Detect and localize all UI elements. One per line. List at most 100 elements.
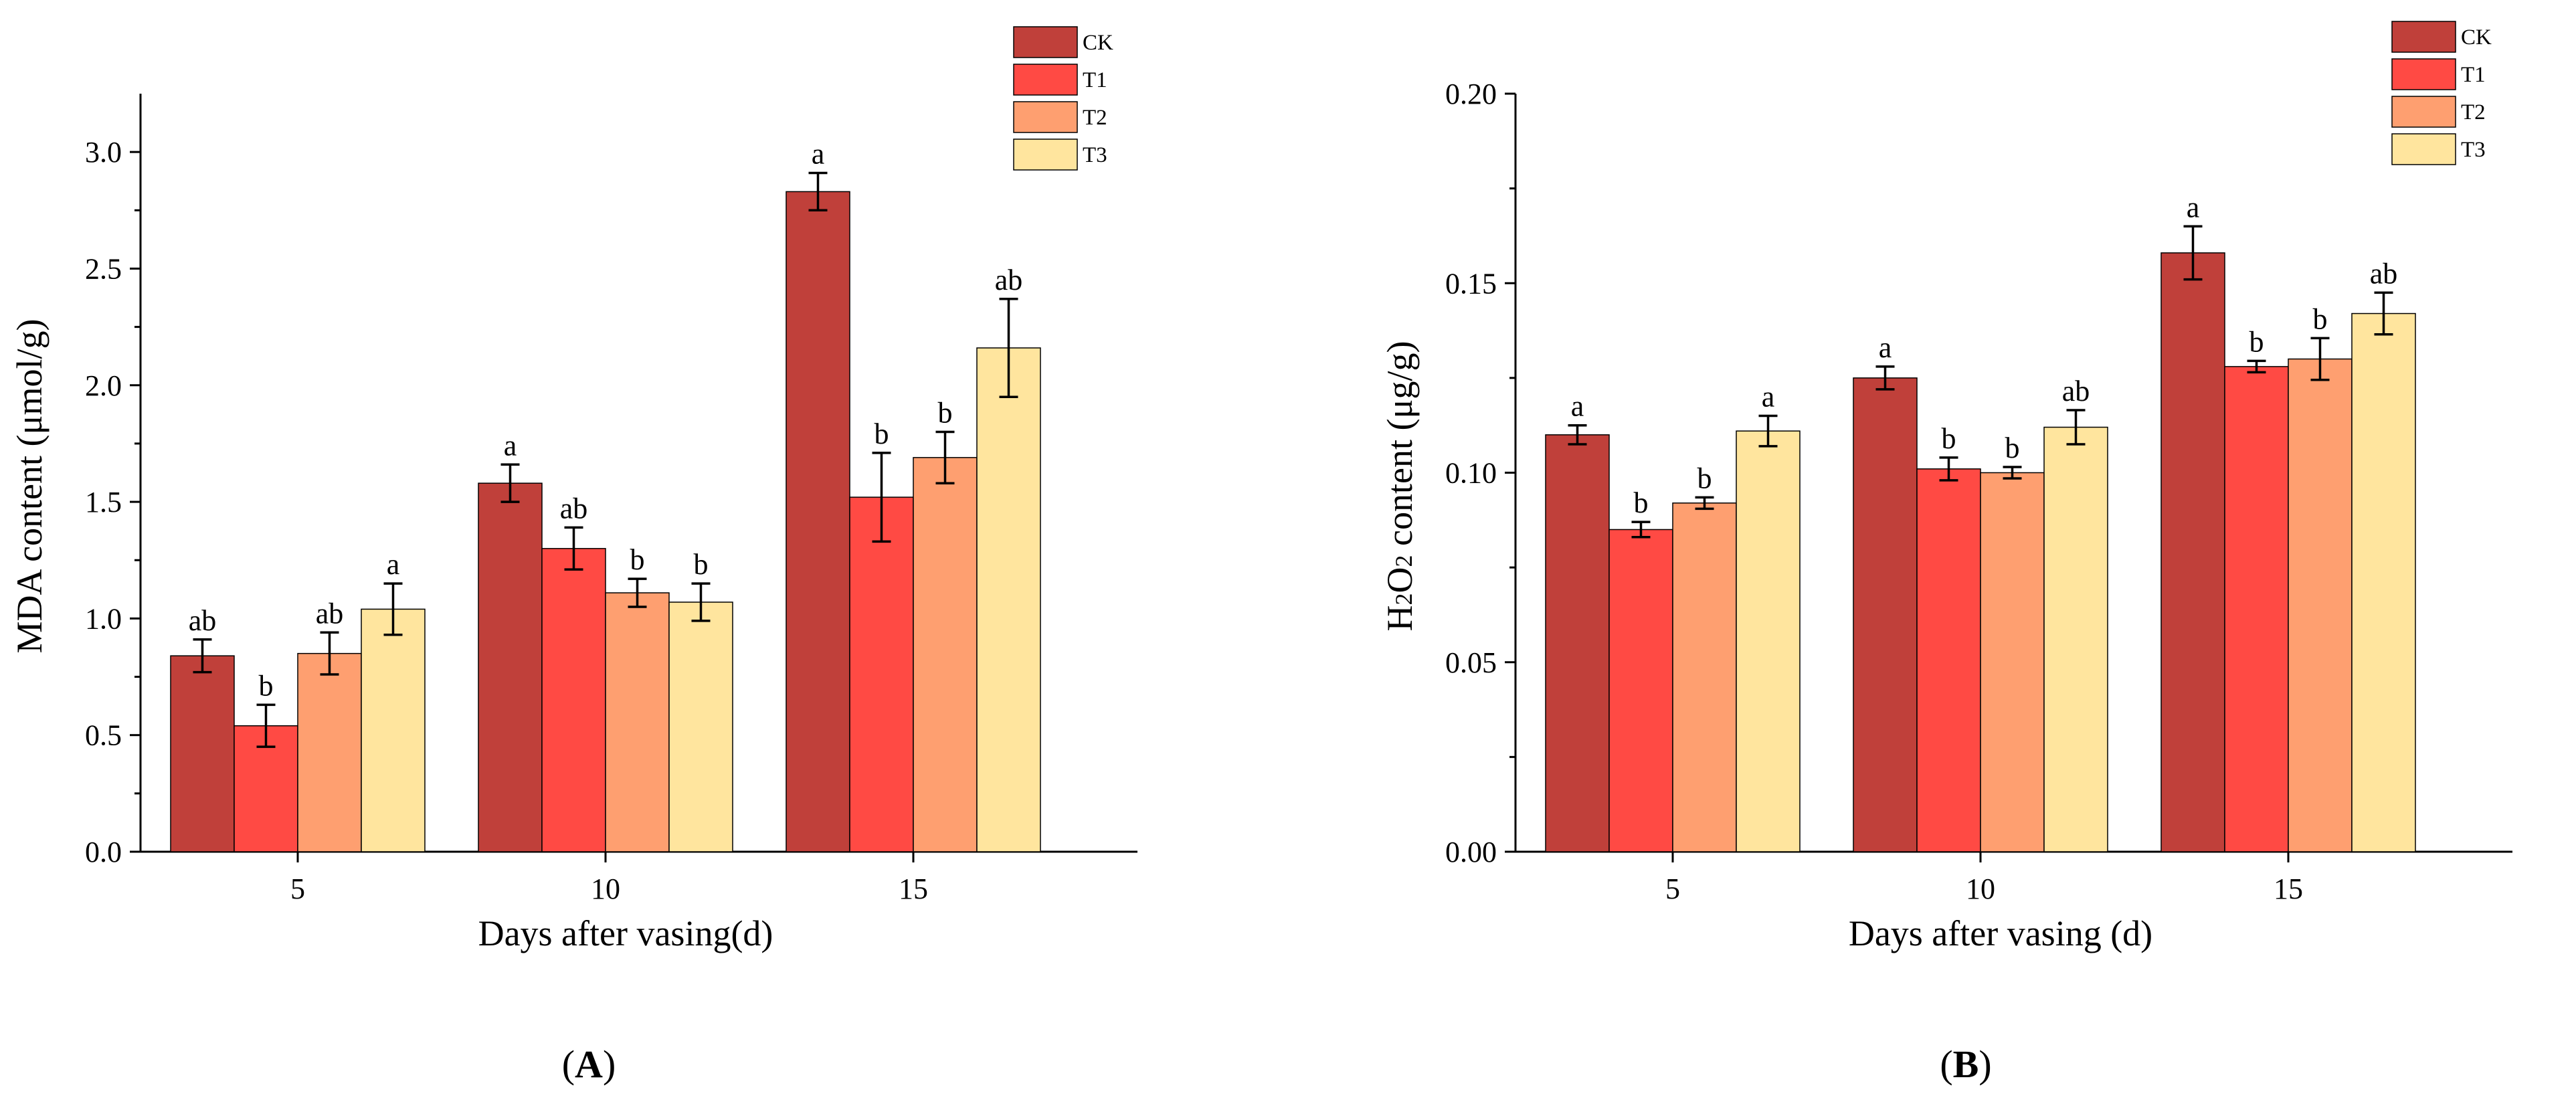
bar-ck xyxy=(478,482,543,852)
y-tick-label: 0.05 xyxy=(1445,646,1497,679)
x-tick-label: 15 xyxy=(899,872,928,905)
bar-t1 xyxy=(541,548,606,852)
x-axis-label: Days after vasing (d) xyxy=(1849,913,2152,953)
y-tick-label: 0.15 xyxy=(1445,267,1497,300)
significance-letter: b xyxy=(2249,325,2264,358)
panel-label-letter: A xyxy=(575,1042,603,1086)
y-label-subscript: 2 xyxy=(1390,593,1417,605)
x-tick-label: 5 xyxy=(1665,872,1680,905)
significance-letter: b xyxy=(1697,462,1712,494)
significance-letter: a xyxy=(387,548,400,581)
significance-letter: a xyxy=(2187,191,2200,223)
significance-letter: a xyxy=(1762,381,1775,413)
significance-letter: a xyxy=(504,429,517,462)
y-label-part: H xyxy=(1380,605,1420,631)
significance-letter: b xyxy=(630,543,645,576)
legend: CK T1 T2 T3 xyxy=(2391,21,2492,165)
significance-letter: a xyxy=(1879,331,1892,364)
bar-t3 xyxy=(1736,430,1801,852)
panel-label: (B) xyxy=(1940,1042,1991,1086)
bar-t2 xyxy=(297,652,362,852)
significance-letter: ab xyxy=(2370,257,2398,290)
significance-letter: b xyxy=(694,548,709,581)
significance-letter: a xyxy=(1571,390,1584,423)
significance-letter: ab xyxy=(995,264,1023,296)
y-tick-label: 0.0 xyxy=(85,836,122,868)
x-tick-label: 5 xyxy=(290,872,305,905)
legend-label-t1: T1 xyxy=(1083,68,1107,92)
significance-letter: b xyxy=(2313,302,2328,335)
bar-t3 xyxy=(668,601,733,852)
legend-swatch-t1 xyxy=(2391,58,2456,90)
legend-swatch-t2 xyxy=(1013,101,1078,133)
bar-ck xyxy=(2160,252,2225,852)
panel-label: (A) xyxy=(562,1042,616,1086)
y-tick-label: 0.5 xyxy=(85,719,122,752)
bar-t3 xyxy=(976,347,1041,852)
legend-label-t1: T1 xyxy=(2461,63,2486,87)
significance-letter: b xyxy=(259,669,274,702)
y-axis-label: H2O2 content (μg/g) xyxy=(1380,341,1420,632)
legend-swatch-t3 xyxy=(2391,133,2456,165)
significance-letter: b xyxy=(875,417,889,450)
bar-t2 xyxy=(605,592,670,852)
legend-swatch-ck xyxy=(1013,26,1078,58)
bar-ck xyxy=(1545,434,1610,852)
y-label-subscript: 2 xyxy=(1390,555,1417,567)
significance-letter: ab xyxy=(2062,375,2090,407)
panel-label-open: ( xyxy=(1940,1042,1952,1086)
bar-ck xyxy=(1853,377,1918,852)
significance-letter: ab xyxy=(316,597,344,630)
y-axis-label: MDA content (μmol/g) xyxy=(9,319,50,654)
x-tick-label: 10 xyxy=(591,872,620,905)
significance-letter: ab xyxy=(560,492,588,525)
legend-label-t3: T3 xyxy=(2461,138,2486,162)
bar-t1 xyxy=(1916,468,1981,852)
legend-label-t3: T3 xyxy=(1083,143,1107,167)
bar-t1 xyxy=(2224,366,2289,852)
legend-label-t2: T2 xyxy=(2461,100,2486,124)
y-tick-label: 0.10 xyxy=(1445,457,1497,490)
bar-ck xyxy=(170,655,235,852)
bar-t2 xyxy=(913,457,978,852)
significance-letter: ab xyxy=(189,604,217,637)
significance-letter: a xyxy=(812,138,825,171)
bar-t3 xyxy=(361,608,426,852)
panel-label-close: ) xyxy=(603,1042,616,1086)
legend-swatch-t2 xyxy=(2391,96,2456,128)
legend-swatch-t3 xyxy=(1013,138,1078,171)
y-label-part: O xyxy=(1380,567,1420,593)
bar-t1 xyxy=(1608,529,1673,852)
legend-swatch-t1 xyxy=(1013,64,1078,96)
legend: CK T1 T2 T3 xyxy=(1013,26,1113,171)
legend-swatch-ck xyxy=(2391,21,2456,53)
bar-t1 xyxy=(849,496,914,852)
y-label-part: content (μg/g) xyxy=(1380,341,1420,555)
x-tick-label: 15 xyxy=(2274,872,2303,905)
y-tick-label: 2.0 xyxy=(85,369,122,402)
significance-letter: b xyxy=(2005,432,2020,464)
y-tick-label: 0.20 xyxy=(1445,78,1497,110)
bar-t3 xyxy=(2351,312,2416,852)
y-tick-label: 2.5 xyxy=(85,252,122,285)
bar-ck xyxy=(786,191,850,852)
legend-label-ck: CK xyxy=(2461,25,2492,50)
significance-letter: b xyxy=(938,396,953,429)
bar-t2 xyxy=(1672,502,1737,852)
legend-label-ck: CK xyxy=(1083,31,1113,55)
significance-letter: b xyxy=(1634,486,1649,519)
panel-label-open: ( xyxy=(562,1042,575,1086)
bar-t3 xyxy=(2043,426,2108,852)
x-axis-label: Days after vasing(d) xyxy=(478,913,773,953)
y-tick-label: 3.0 xyxy=(85,136,122,169)
y-tick-label: 1.5 xyxy=(85,486,122,519)
significance-letter: b xyxy=(1942,422,1956,455)
x-tick-label: 10 xyxy=(1966,872,1995,905)
bar-t2 xyxy=(1980,472,2045,852)
panel-label-letter: B xyxy=(1953,1042,1979,1086)
y-tick-label: 1.0 xyxy=(85,602,122,635)
